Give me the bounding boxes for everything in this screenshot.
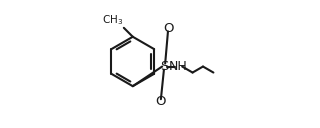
Text: O: O — [163, 22, 173, 35]
Text: CH$_3$: CH$_3$ — [101, 13, 123, 26]
Text: NH: NH — [169, 60, 188, 73]
Text: S: S — [160, 60, 169, 73]
Text: O: O — [156, 95, 166, 109]
